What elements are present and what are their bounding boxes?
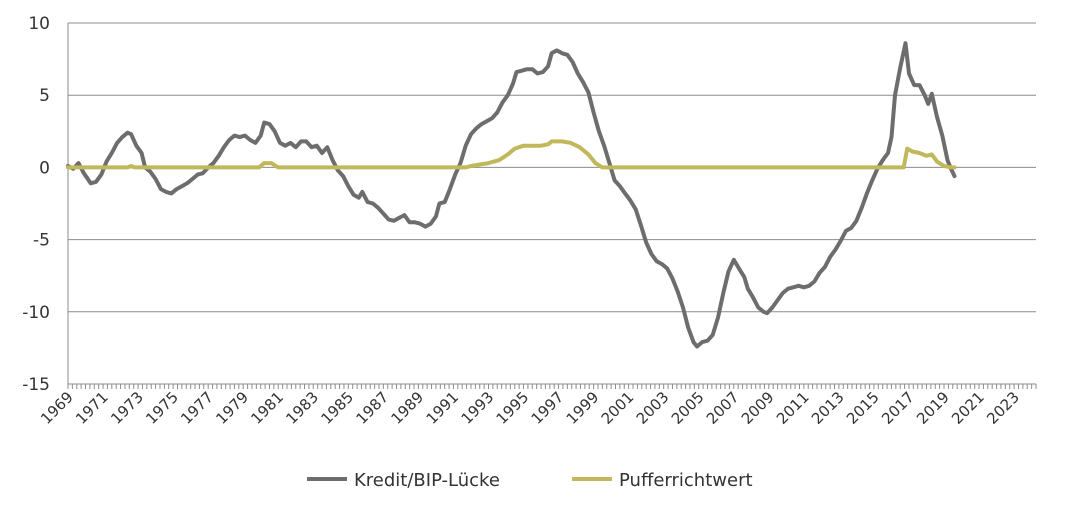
x-tick-label: 2001 <box>598 388 638 428</box>
x-tick-label: 1989 <box>388 388 428 428</box>
legend: Kredit/BIP-Lücke Pufferrichtwert <box>307 470 753 491</box>
legend-label: Pufferrichtwert <box>619 470 753 491</box>
x-tick-label: 1979 <box>212 388 252 428</box>
x-tick-label: 1987 <box>352 388 392 428</box>
x-tick-label: 1971 <box>72 388 112 428</box>
y-tick-label: 5 <box>39 86 50 106</box>
x-tick-label: 2013 <box>808 388 848 428</box>
axes: 1050-5-10-151969197119731975197719791981… <box>22 14 1037 428</box>
x-tick-label: 1993 <box>458 388 498 428</box>
y-tick-label: -15 <box>22 375 50 395</box>
x-tick-label: 1995 <box>493 388 533 428</box>
y-tick-label: -5 <box>33 231 50 251</box>
x-tick-label: 1983 <box>282 388 322 428</box>
y-tick-label: -10 <box>22 303 50 323</box>
x-tick-label: 1975 <box>142 388 182 428</box>
series-line-credit-gap <box>66 41 957 349</box>
x-tick-label: 2017 <box>878 388 918 428</box>
x-tick-label: 2015 <box>843 388 883 428</box>
y-tick-label: 10 <box>28 14 50 34</box>
x-tick-label: 1999 <box>563 388 603 428</box>
x-tick-label: 2009 <box>738 388 778 428</box>
x-tick-label: 2021 <box>948 388 988 428</box>
series-line-buffer-guide <box>66 139 957 170</box>
x-tick-label: 1973 <box>107 388 147 428</box>
x-tick-label: 1981 <box>247 388 287 428</box>
x-tick-label: 2005 <box>668 388 708 428</box>
x-tick-label: 2023 <box>983 388 1023 428</box>
x-tick-label: 2003 <box>633 388 673 428</box>
x-tick-label: 2007 <box>703 388 743 428</box>
x-tick-label: 1985 <box>317 388 357 428</box>
legend-label: Kredit/BIP-Lücke <box>354 470 500 491</box>
x-tick-label: 1977 <box>177 388 217 428</box>
x-tick-label: 1991 <box>423 388 463 428</box>
x-tick-label: 2011 <box>773 388 813 428</box>
y-tick-label: 0 <box>39 158 50 178</box>
series-lines <box>66 41 957 349</box>
x-tick-label: 2019 <box>913 388 953 428</box>
x-tick-label: 1997 <box>528 388 568 428</box>
